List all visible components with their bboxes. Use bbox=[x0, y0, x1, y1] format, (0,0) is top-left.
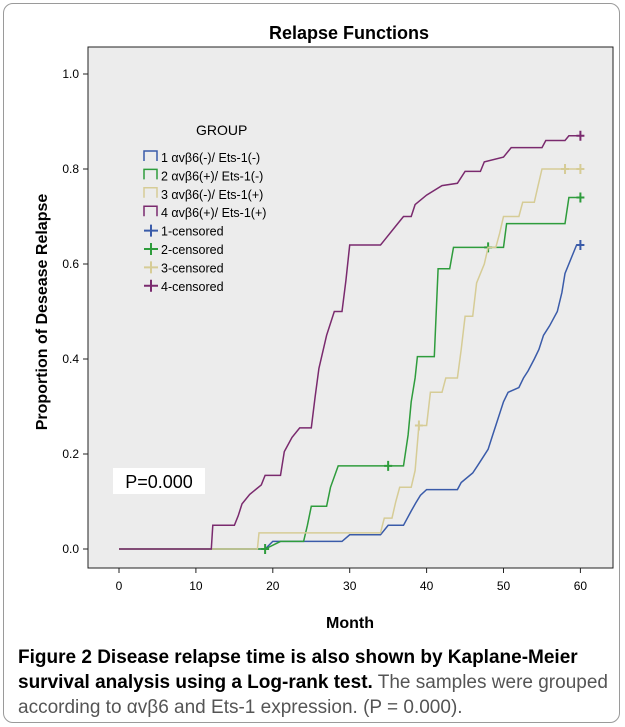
legend-swatch bbox=[143, 187, 158, 198]
caption-body: The samples were grouped according to αv… bbox=[18, 672, 608, 718]
legend-item-label: 3-censored bbox=[161, 261, 224, 275]
x-tick-label: 0 bbox=[116, 579, 123, 593]
caption-title: Disease relapse time is also shown by Ka… bbox=[18, 647, 578, 693]
legend-item-label: 1-censored bbox=[161, 225, 224, 239]
y-tick-label: 0.8 bbox=[62, 162, 79, 176]
series-line-2 bbox=[119, 196, 581, 550]
series-group bbox=[119, 130, 585, 554]
y-axis-label: Proportion of Desease Relapse bbox=[34, 194, 51, 431]
x-tick-label: 50 bbox=[497, 579, 511, 593]
legend-censor-swatch bbox=[144, 243, 158, 255]
legend-swatch bbox=[143, 150, 158, 161]
censor-mark-2 bbox=[576, 192, 585, 203]
legend-item-label: 4 αvβ6(+)/ Ets-1(+) bbox=[161, 206, 266, 220]
censor-mark-2 bbox=[384, 460, 393, 471]
legend-censor-swatch bbox=[144, 279, 158, 292]
x-tick-label: 20 bbox=[266, 579, 280, 593]
figure-caption: Figure 2 Disease relapse time is also sh… bbox=[18, 645, 613, 720]
legend: GROUP 1 αvβ6(-)/ Ets-1(-) 2 αvβ6(+)/ Ets-1… bbox=[143, 122, 266, 294]
caption-label: Figure 2 bbox=[18, 647, 92, 668]
legend-censor-swatch bbox=[144, 261, 158, 274]
censor-mark-2 bbox=[261, 544, 270, 554]
x-tick-label: 30 bbox=[343, 579, 357, 593]
y-tick-label: 0.4 bbox=[62, 352, 79, 366]
y-tick-label: 0.6 bbox=[62, 257, 79, 271]
p-value-annotation: P=0.000 bbox=[125, 472, 193, 492]
censor-mark-1 bbox=[576, 240, 585, 250]
chart-title: Relapse Functions bbox=[269, 23, 429, 43]
x-tick-label: 60 bbox=[574, 579, 588, 593]
censor-mark-3 bbox=[414, 420, 423, 431]
y-tick-label: 1.0 bbox=[62, 67, 79, 81]
y-tick-label: 0.0 bbox=[62, 542, 79, 556]
legend-swatch bbox=[143, 205, 158, 217]
axes: 0.0 0.2 0.4 0.6 0.8 1.0 0 10 20 30 40 50 60 bbox=[62, 67, 587, 593]
y-tick-label: 0.2 bbox=[62, 447, 79, 461]
x-tick-label: 40 bbox=[420, 579, 434, 593]
p-value-box: P=0.000 bbox=[113, 468, 205, 494]
legend-item-label: 4-censored bbox=[161, 280, 224, 294]
x-axis-label: Month bbox=[326, 615, 374, 632]
legend-item-label: 2-censored bbox=[161, 243, 224, 257]
legend-title: GROUP bbox=[196, 122, 247, 138]
legend-censor-swatch bbox=[144, 224, 158, 237]
series-line-3 bbox=[119, 168, 581, 550]
legend-swatch bbox=[143, 168, 158, 180]
series-line-1 bbox=[119, 244, 581, 550]
relapse-chart: 0.0 0.2 0.4 0.6 0.8 1.0 0 10 20 30 40 50 60 GROUP 1 α… bbox=[34, 23, 614, 632]
censor-mark-4 bbox=[576, 130, 585, 141]
series-line-4 bbox=[119, 135, 581, 550]
legend-item-label: 3 αvβ6(-)/ Ets-1(+) bbox=[161, 188, 263, 202]
legend-item-label: 2 αvβ6(+)/ Ets-1(-) bbox=[161, 169, 263, 183]
censor-mark-3 bbox=[561, 164, 570, 174]
x-tick-label: 10 bbox=[189, 579, 203, 593]
legend-item-label: 1 αvβ6(-)/ Ets-1(-) bbox=[161, 151, 260, 165]
censor-mark-3 bbox=[576, 164, 585, 174]
